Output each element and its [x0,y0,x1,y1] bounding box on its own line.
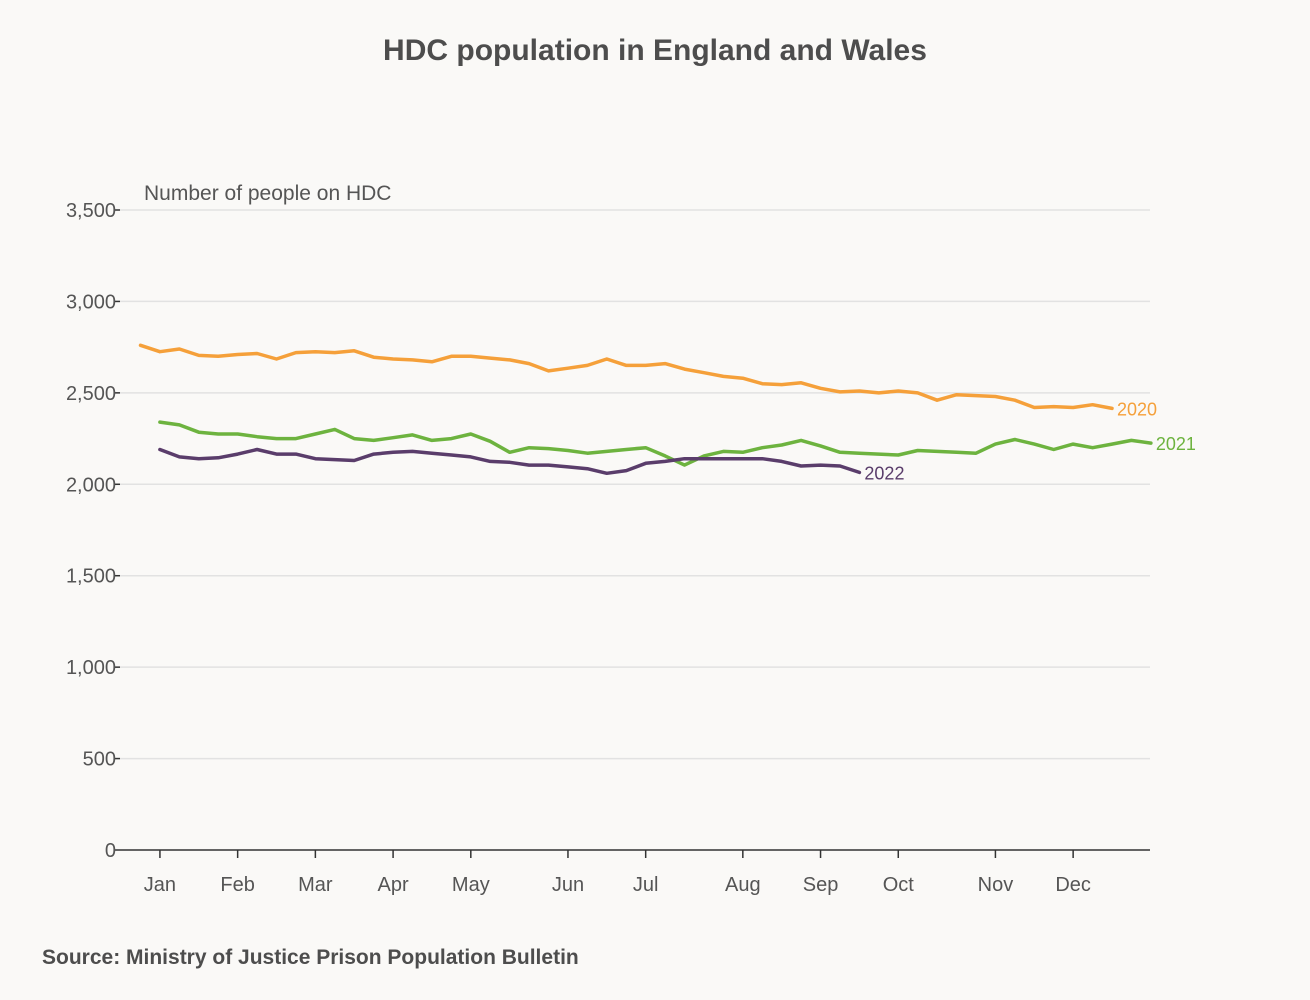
x-tick-label: Aug [725,874,761,896]
x-tick-label: Jan [144,874,176,896]
chart-title: HDC population in England and Wales [383,34,927,67]
x-tick-label: Sep [803,874,839,896]
y-tick-label: 500 [83,749,116,771]
x-tick-label: Mar [298,874,333,896]
x-tick-label: Nov [978,874,1014,896]
series-label-2021: 2021 [1156,434,1196,454]
series-label-2022: 2022 [864,463,904,483]
y-tick-label: 1,500 [66,566,116,588]
source-note: Source: Ministry of Justice Prison Popul… [42,946,579,969]
y-tick-label: 1,000 [66,657,116,679]
x-tick-label: May [452,874,490,896]
y-axis-label: Number of people on HDC [144,182,391,205]
y-tick-label: 3,000 [66,291,116,313]
series-label-2020: 2020 [1117,399,1157,419]
y-tick-label: 2,500 [66,383,116,405]
x-tick-label: Jul [633,874,659,896]
x-tick-label: Jun [552,874,584,896]
x-axis: Jan Feb Mar Apr May Jun Jul Aug Sep Oct Nov Dec [144,850,1091,896]
y-tick-label: 2,000 [66,474,116,496]
x-tick-label: Apr [378,874,409,896]
series: 2020 2021 2022 [138,343,1196,483]
y-tick-label: 3,500 [66,200,116,222]
x-tick-label: Oct [883,874,915,896]
x-tick-label: Dec [1055,874,1091,896]
y-axis: 0 500 1,000 1,500 2,000 2,500 3,000 3,500 [66,200,120,862]
series-line-2020 [138,343,1114,411]
grid [120,209,1150,760]
series-line-2022 [158,447,862,476]
series-line-2021 [158,420,1153,467]
x-tick-label: Feb [220,874,254,896]
y-tick-label: 0 [105,840,116,862]
